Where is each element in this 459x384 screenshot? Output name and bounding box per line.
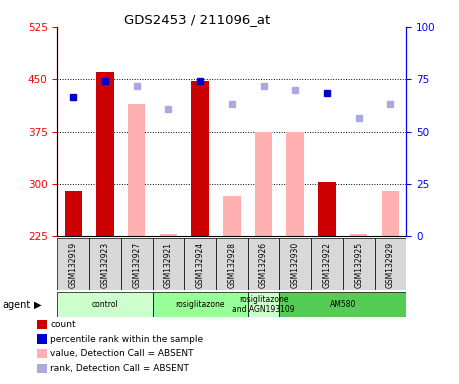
Text: value, Detection Call = ABSENT: value, Detection Call = ABSENT (50, 349, 194, 358)
Bar (248, 238, 280, 290)
Bar (57, 292, 152, 317)
Text: percentile rank within the sample: percentile rank within the sample (50, 334, 204, 344)
Text: count: count (50, 320, 76, 329)
Bar (280, 292, 406, 317)
Bar (89, 238, 121, 290)
Bar (216, 238, 248, 290)
Bar (280, 238, 311, 290)
Bar (128, 104, 146, 236)
Text: GSM132925: GSM132925 (354, 242, 363, 288)
Bar (343, 238, 375, 290)
Bar (350, 234, 367, 236)
Text: GSM132926: GSM132926 (259, 242, 268, 288)
Bar (96, 72, 114, 236)
Text: GSM132919: GSM132919 (69, 242, 78, 288)
Bar (57, 238, 89, 290)
Text: agent: agent (2, 300, 31, 310)
Bar (248, 292, 280, 317)
Bar (381, 191, 399, 236)
Bar (65, 191, 82, 236)
Text: GSM132928: GSM132928 (227, 242, 236, 288)
Bar (121, 238, 152, 290)
Text: GSM132929: GSM132929 (386, 242, 395, 288)
Bar (286, 132, 304, 236)
Bar (160, 234, 177, 236)
Text: GSM132927: GSM132927 (132, 242, 141, 288)
Bar (184, 238, 216, 290)
Text: rosiglitazone: rosiglitazone (175, 300, 225, 309)
Text: GSM132924: GSM132924 (196, 242, 205, 288)
Text: GDS2453 / 211096_at: GDS2453 / 211096_at (124, 13, 270, 26)
Text: rosiglitazone
and AGN193109: rosiglitazone and AGN193109 (232, 295, 295, 314)
Text: rank, Detection Call = ABSENT: rank, Detection Call = ABSENT (50, 364, 190, 373)
Bar (223, 196, 241, 236)
Text: GSM132930: GSM132930 (291, 242, 300, 288)
Text: ▶: ▶ (34, 300, 41, 310)
Bar (255, 132, 272, 236)
Bar (152, 238, 184, 290)
Text: GSM132921: GSM132921 (164, 242, 173, 288)
Bar (311, 238, 343, 290)
Bar (191, 81, 209, 236)
Bar (152, 292, 248, 317)
Text: control: control (91, 300, 118, 309)
Text: GSM132923: GSM132923 (101, 242, 109, 288)
Bar (318, 182, 336, 236)
Text: GSM132922: GSM132922 (322, 242, 331, 288)
Text: AM580: AM580 (330, 300, 356, 309)
Bar (375, 238, 406, 290)
